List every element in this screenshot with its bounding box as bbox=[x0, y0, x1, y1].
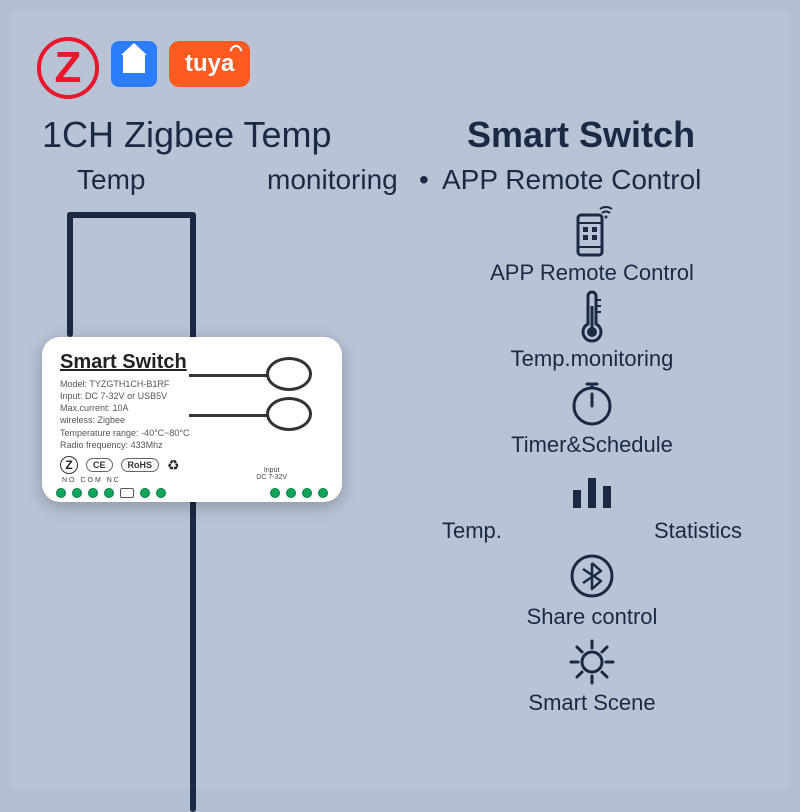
spec-wireless-label: wireless: bbox=[60, 415, 95, 425]
wire-vertical-short bbox=[67, 212, 73, 337]
cert-zigbee-icon: Z bbox=[60, 456, 78, 474]
feature-list: APP Remote Control Temp.monitoring bbox=[412, 208, 772, 716]
spec-model: TYZGTH1CH-B1RF bbox=[89, 379, 169, 389]
sun-icon bbox=[566, 638, 618, 686]
terminal-dot bbox=[104, 488, 114, 498]
spec-maxcur: 10A bbox=[113, 403, 129, 413]
feature-label: APP Remote Control bbox=[490, 260, 694, 286]
terminal-dot bbox=[88, 488, 98, 498]
phone-wifi-icon bbox=[566, 208, 618, 256]
tuya-label: tuya bbox=[185, 50, 234, 78]
terminal-dot bbox=[270, 488, 280, 498]
terminal-input-label: Input DC 7-32V bbox=[256, 467, 287, 482]
feature-label-left: Temp. bbox=[442, 518, 502, 544]
feature-label: Smart Scene bbox=[528, 690, 655, 716]
bars-icon bbox=[566, 466, 618, 514]
terminal-dot bbox=[56, 488, 66, 498]
terminal-dot bbox=[318, 488, 328, 498]
bluetooth-icon bbox=[566, 552, 618, 600]
terminal-dot bbox=[302, 488, 312, 498]
terminal-labels: NO COM NC bbox=[62, 477, 121, 484]
feature-app-remote: APP Remote Control bbox=[490, 208, 694, 286]
terminal-input-title: Input bbox=[256, 467, 287, 475]
cert-ce: CE bbox=[86, 458, 113, 472]
terminal-dot bbox=[286, 488, 296, 498]
cert-row: Z CE RoHS ♻ bbox=[60, 456, 180, 474]
title-left: 1CH Zigbee Temp bbox=[42, 114, 331, 156]
sub-monitoring: monitoring bbox=[267, 164, 398, 196]
relay-loop-1 bbox=[266, 357, 312, 391]
spec-temp-label: Temperature range: bbox=[60, 428, 139, 438]
canvas: Z tuya 1CH Zigbee Temp Smart Switch Temp… bbox=[12, 12, 788, 788]
terminal-row bbox=[42, 488, 342, 498]
feature-statistics: Temp. Statistics bbox=[412, 466, 772, 544]
cert-rohs: RoHS bbox=[121, 458, 160, 472]
house-icon bbox=[123, 55, 145, 73]
spec-input: DC 7-32V or USB5V bbox=[85, 391, 167, 401]
terminal-dot bbox=[72, 488, 82, 498]
relay-loop-2 bbox=[266, 397, 312, 431]
feature-label: Share control bbox=[527, 604, 658, 630]
device-module: Smart Switch Model: TYZGTH1CH-B1RF Input… bbox=[42, 337, 342, 502]
feature-temp-monitoring: Temp.monitoring bbox=[511, 294, 674, 372]
spec-model-label: Model: bbox=[60, 379, 87, 389]
tuya-logo: tuya bbox=[169, 41, 250, 87]
feature-label-split: Temp. Statistics bbox=[412, 518, 772, 544]
zigbee-logo: Z bbox=[37, 37, 99, 99]
sub-temp: Temp bbox=[77, 164, 145, 196]
timer-icon bbox=[566, 380, 618, 428]
feature-label-right: Statistics bbox=[654, 518, 742, 544]
terminal-dot bbox=[156, 488, 166, 498]
cert-recycle-icon: ♻ bbox=[167, 457, 180, 474]
feature-label: Temp.monitoring bbox=[511, 346, 674, 372]
feature-share: Share control bbox=[527, 552, 658, 630]
logo-row: Z tuya bbox=[37, 37, 250, 99]
feature-label: Timer&Schedule bbox=[511, 432, 673, 458]
spec-rf-label: Radio frequency: bbox=[60, 440, 128, 450]
feature-timer: Timer&Schedule bbox=[511, 380, 673, 458]
spec-temp: -40°C~80°C bbox=[141, 428, 189, 438]
thermometer-icon bbox=[566, 294, 618, 342]
wire-horizontal bbox=[67, 212, 195, 218]
title-right: Smart Switch bbox=[467, 114, 695, 156]
terminal-input-sub: DC 7-32V bbox=[256, 474, 287, 482]
relay-loops bbox=[266, 357, 312, 437]
spec-rf: 433Mhz bbox=[131, 440, 163, 450]
sub-dot: • bbox=[419, 164, 429, 196]
terminal-switch-icon bbox=[120, 488, 134, 498]
feature-scene: Smart Scene bbox=[528, 638, 655, 716]
terminal-dot bbox=[140, 488, 150, 498]
spec-wireless: Zigbee bbox=[98, 415, 126, 425]
smartlife-logo bbox=[111, 41, 157, 87]
sub-app: APP Remote Control bbox=[442, 164, 701, 196]
zigbee-letter: Z bbox=[55, 43, 82, 93]
wire-vertical bbox=[190, 212, 196, 812]
spec-maxcur-label: Max.current: bbox=[60, 403, 110, 413]
spec-input-label: Input: bbox=[60, 391, 83, 401]
